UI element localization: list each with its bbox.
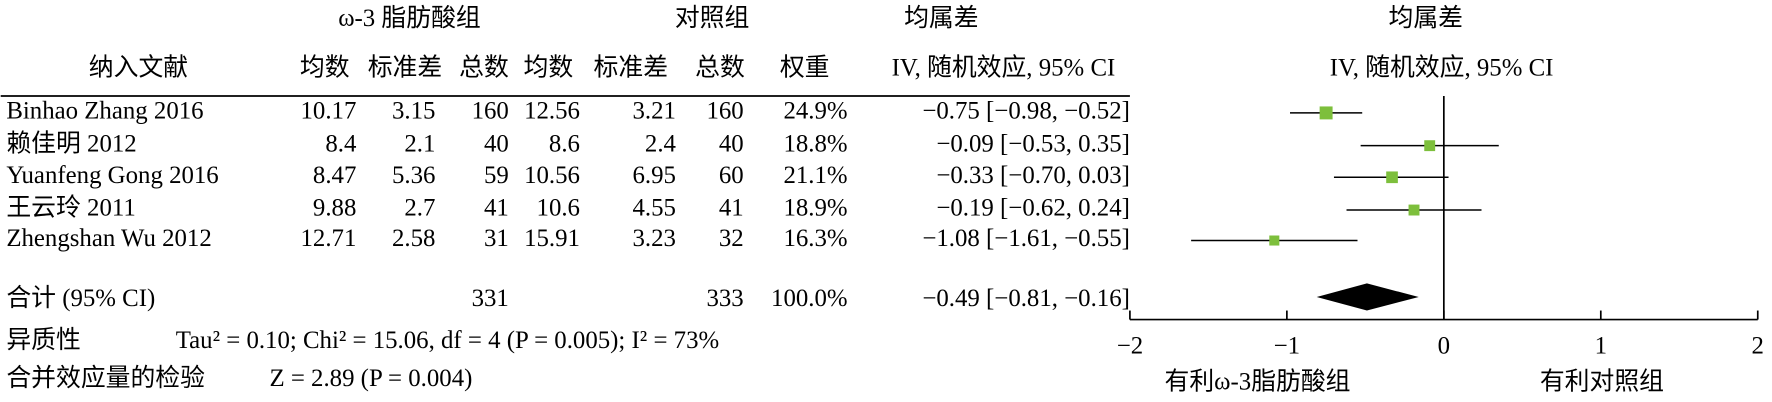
cell: −0.33 [−0.70, 0.03] — [936, 162, 1130, 189]
cell: −0.09 [−0.53, 0.35] — [936, 130, 1130, 157]
cell: 21.1% — [783, 162, 847, 189]
cell: 12.56 — [524, 98, 580, 125]
cell: 24.9% — [783, 98, 847, 125]
effect-square — [1424, 140, 1436, 152]
column-header: 均属差 — [904, 4, 978, 32]
cell: 9.88 — [313, 195, 356, 222]
cell: 41 — [484, 195, 509, 222]
column-header: 标准差 — [594, 54, 668, 82]
cell: 8.6 — [549, 130, 580, 157]
cell: 5.36 — [392, 162, 435, 189]
x-label: 有利ω-3脂肪酸组 — [1165, 368, 1351, 396]
cell: 10.6 — [537, 195, 580, 222]
x-tick-label: −1 — [1274, 333, 1300, 360]
test: Z = 2.89 (P = 0.004) — [269, 365, 472, 392]
cell: 2.4 — [645, 130, 677, 157]
cell: 331 — [472, 285, 509, 312]
cell: −0.19 [−0.62, 0.24] — [936, 195, 1130, 222]
cell: 10.56 — [524, 162, 580, 189]
column-header: 标准差 — [368, 54, 443, 82]
cell: 31 — [484, 225, 509, 252]
cell: 3.23 — [633, 225, 676, 252]
cell: 41 — [719, 195, 744, 222]
cell: 3.15 — [392, 98, 435, 125]
cell: −0.49 [−0.81, −0.16] — [922, 285, 1130, 312]
cell: 160 — [706, 98, 743, 125]
summary-name: 合计 (95% CI) — [6, 284, 155, 312]
column-header: 纳入文献 — [89, 54, 188, 82]
summary-diamond — [1316, 283, 1419, 311]
cell: 12.71 — [301, 225, 357, 252]
heterogeneity-label: 异质性 — [6, 326, 80, 354]
column-header: 总数 — [459, 54, 509, 82]
column-header: 总数 — [695, 54, 745, 82]
cell: −0.75 [−0.98, −0.52] — [922, 98, 1130, 125]
plot-header: 均属差 — [1389, 4, 1464, 32]
group-header: 对照组 — [675, 4, 750, 32]
x-tick-label: 2 — [1752, 333, 1764, 360]
cell: 2.1 — [404, 130, 435, 157]
cell: 32 — [719, 225, 744, 252]
group-header: ω-3 脂肪酸组 — [338, 4, 481, 32]
cell: 8.4 — [325, 130, 357, 157]
study-name: 王云玲 2011 — [6, 194, 135, 222]
effect-square — [1386, 171, 1398, 184]
heterogeneity: Tau² = 0.10; Chi² = 15.06, df = 4 (P = 0… — [176, 327, 719, 354]
x-label: 有利对照组 — [1540, 368, 1664, 396]
study-name: Yuanfeng Gong 2016 — [6, 162, 218, 189]
cell: 18.8% — [783, 130, 847, 157]
plot-header: IV, 随机效应, 95% CI — [1330, 54, 1554, 82]
x-tick-label: −2 — [1117, 333, 1143, 360]
cell: 10.17 — [301, 98, 357, 125]
study-name: Zhengshan Wu 2012 — [6, 225, 211, 252]
cell: 8.47 — [313, 162, 356, 189]
column-header: 均数 — [524, 54, 574, 82]
cell: 40 — [719, 130, 744, 157]
cell: 3.21 — [633, 98, 676, 125]
cell: −1.08 [−1.61, −0.55] — [922, 225, 1130, 252]
column-header: 均数 — [300, 54, 350, 82]
study-name: 赖佳明 2012 — [6, 129, 136, 157]
x-tick-label: 1 — [1595, 333, 1607, 360]
effect-square — [1319, 106, 1333, 120]
cell: 6.95 — [633, 162, 676, 189]
cell: 100.0% — [771, 285, 848, 312]
cell: 40 — [484, 130, 509, 157]
cell: 59 — [484, 162, 509, 189]
cell: 2.58 — [392, 225, 435, 252]
cell: 16.3% — [783, 225, 847, 252]
effect-square — [1408, 204, 1420, 216]
column-header: 权重 — [780, 54, 830, 82]
column-header: IV, 随机效应, 95% CI — [892, 54, 1116, 82]
cell: 18.9% — [783, 195, 847, 222]
cell: 4.55 — [633, 195, 676, 222]
cell: 333 — [706, 285, 743, 312]
x-tick-label: 0 — [1438, 333, 1450, 360]
effect-square — [1269, 235, 1280, 246]
study-name: Binhao Zhang 2016 — [6, 98, 203, 125]
cell: 2.7 — [404, 195, 435, 222]
cell: 160 — [472, 98, 509, 125]
test-label: 合并效应量的检验 — [6, 364, 205, 392]
cell: 15.91 — [524, 225, 580, 252]
cell: 60 — [719, 162, 744, 189]
